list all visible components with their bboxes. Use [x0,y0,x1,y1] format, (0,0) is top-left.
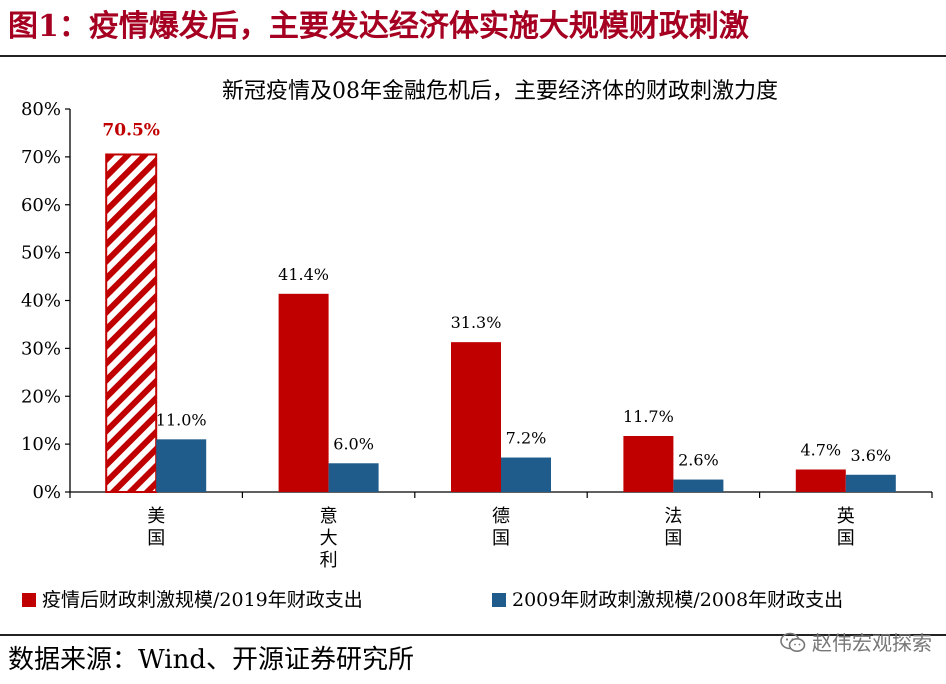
source-note: 数据来源：Wind、开源证券研究所 [8,645,414,675]
data-label: 2.6% [678,451,719,470]
bars [105,153,896,493]
legend-swatch [22,593,36,607]
bar-post-covid-0 [105,153,158,493]
data-labels: 70.5% 41.4% 31.3% 11.7% 4.7% 11.0% 6.0% 7.2% 2.6… [102,120,891,469]
y-tick-label: 30% [21,338,61,359]
data-label: 11.0% [156,410,207,429]
data-label: 11.7% [623,407,674,426]
y-tick-label: 40% [21,291,61,312]
legend-label: 2009年财政刺激规模/2008年财政支出 [512,589,843,611]
category-label: 美国 [147,506,165,549]
data-label: 41.4% [278,265,329,284]
data-label: 7.2% [506,429,547,448]
bar-2009-3 [673,479,724,492]
legend: 疫情后财政刺激规模/2019年财政支出 2009年财政刺激规模/2008年财政支出 [22,589,843,611]
category-label: 法国 [664,506,682,549]
data-label: 3.6% [850,446,891,465]
bottom-rule [0,634,946,636]
bar-2009-4 [845,474,896,492]
category-label: 德国 [492,506,510,549]
data-label: 31.3% [451,313,502,332]
category-label: 英国 [837,506,855,549]
data-label: 4.7% [800,440,841,459]
y-tick-label: 60% [21,195,61,216]
legend-swatch [492,593,506,607]
legend-label: 疫情后财政刺激规模/2019年财政支出 [42,589,363,611]
y-tick-label: 20% [21,386,61,407]
bar-post-covid-3 [623,435,674,492]
y-tick-label: 0% [32,482,61,503]
chart-title: 新冠疫情及08年金融危机后，主要经济体的财政刺激力度 [222,79,778,104]
wechat-icon [780,632,806,652]
bar-post-covid-1 [278,293,329,492]
data-label: 70.5% [102,120,160,140]
watermark-text: 赵伟宏观探索 [812,631,932,655]
bar-post-covid-4 [795,469,846,492]
category-label: 意大利 [320,506,338,571]
top-rule [0,55,946,57]
y-tick-label: 50% [21,243,61,264]
category-labels: 美国 意大利 德国 法国 英国 [147,506,855,571]
bar-2009-0 [156,439,207,492]
y-tick-label: 80% [21,99,61,120]
watermark: 赵伟宏观探索 [780,626,932,660]
bar-2009-1 [328,463,379,492]
figure-title: 图1：疫情爆发后，主要发达经济体实施大规模财政刺激 [8,9,749,44]
bar-chart: 新冠疫情及08年金融危机后，主要经济体的财政刺激力度 0% 10% 20% 30% 40… [21,79,933,611]
y-tick-label: 10% [21,434,61,455]
data-label: 6.0% [333,434,374,453]
bar-2009-2 [501,457,551,492]
bar-post-covid-2 [451,342,501,492]
axes: 0% 10% 20% 30% 40% 50% 60% 70% 80% [21,99,933,503]
y-tick-label: 70% [21,147,61,168]
